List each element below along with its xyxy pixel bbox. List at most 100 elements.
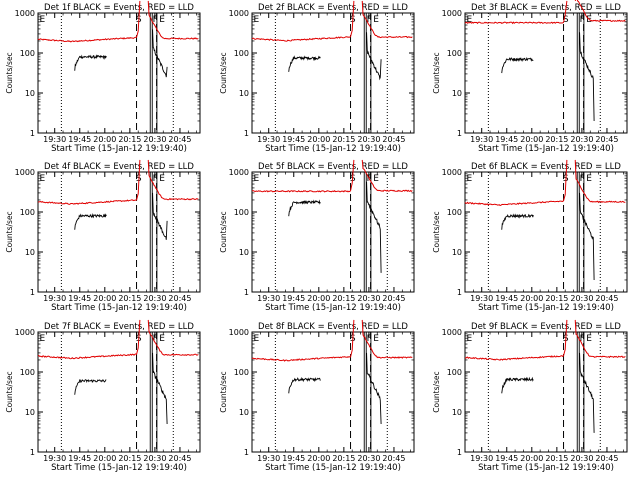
lld-series-line	[251, 319, 355, 362]
events-series-line	[74, 54, 107, 71]
detector-panel: Det 4f BLACK = Events, RED = LLD 1 10 100 10…	[5, 159, 201, 313]
lld-series-line	[37, 0, 141, 43]
y-axis-label: Counts/sec	[432, 371, 441, 412]
x-tick-label: 20:45	[168, 135, 191, 144]
x-axis-label: Start Time (15-Jan-12 19:19:40)	[51, 303, 187, 313]
interval-marker-label: F	[580, 334, 585, 344]
lld-series-line	[361, 0, 413, 39]
x-tick-label: 20:30	[570, 135, 593, 144]
detector-panel: Det 1f BLACK = Events, RED = LLD 1 10 100 10…	[5, 0, 201, 154]
panel-title: Det 5f BLACK = Events, RED = LLD	[258, 162, 408, 172]
detector-panel: Det 7f BLACK = Events, RED = LLD 1 10 100 10…	[5, 319, 201, 473]
interval-marker-label: E	[254, 334, 260, 344]
x-tick-label: 20:30	[357, 454, 380, 463]
y-tick-label: 1000	[442, 9, 462, 18]
x-tick-label: 19:45	[495, 135, 518, 144]
x-tick-label: 19:30	[470, 135, 493, 144]
events-series-line	[152, 192, 168, 240]
x-tick-label: 20:00	[307, 135, 330, 144]
interval-marker-label: F	[367, 334, 372, 344]
panel-title: Det 6f BLACK = Events, RED = LLD	[471, 162, 621, 172]
interval-marker-label: E	[254, 174, 260, 184]
x-tick-label: 20:00	[93, 294, 116, 303]
x-tick-label: 19:30	[470, 454, 493, 463]
x-tick-label: 20:45	[595, 294, 618, 303]
x-tick-label: 20:30	[570, 454, 593, 463]
x-tick-label: 20:00	[520, 454, 543, 463]
plot-frame	[251, 12, 415, 134]
x-tick-label: 20:15	[118, 135, 141, 144]
y-tick-label: 100	[447, 208, 462, 217]
x-tick-label: 20:45	[168, 454, 191, 463]
y-tick-label: 10	[25, 408, 35, 417]
panel-title: Det 1f BLACK = Events, RED = LLD	[44, 3, 194, 13]
panel-title: Det 4f BLACK = Events, RED = LLD	[44, 162, 194, 172]
y-tick-label: 1	[30, 288, 35, 297]
x-tick-label: 20:15	[332, 294, 355, 303]
x-tick-label: 20:45	[382, 454, 405, 463]
interval-marker-label: E	[586, 174, 592, 184]
events-series-line	[152, 352, 168, 425]
y-tick-label: 1000	[229, 9, 249, 18]
events-series-line	[501, 56, 534, 74]
y-tick-label: 10	[452, 248, 462, 257]
events-series-line	[501, 213, 534, 230]
x-axis-label: Start Time (15-Jan-12 19:19:40)	[265, 463, 401, 473]
y-tick-label: 100	[20, 208, 35, 217]
x-tick-label: 20:00	[307, 294, 330, 303]
events-series-line	[288, 55, 321, 72]
y-tick-label: 1	[244, 448, 249, 457]
plot-frame	[251, 171, 415, 293]
x-tick-label: 20:00	[520, 135, 543, 144]
plot-frame	[464, 171, 628, 293]
y-axis-label: Counts/sec	[5, 371, 14, 412]
x-tick-label: 20:45	[595, 454, 618, 463]
y-tick-label: 1	[30, 129, 35, 138]
detector-panel: Det 6f BLACK = Events, RED = LLD 1 10 100 10…	[432, 159, 628, 313]
x-tick-label: 19:45	[68, 135, 91, 144]
x-tick-label: 20:00	[93, 135, 116, 144]
events-series-line	[74, 213, 107, 230]
y-tick-label: 100	[234, 208, 249, 217]
plot-frame	[37, 12, 201, 134]
y-tick-label: 1000	[15, 9, 35, 18]
x-tick-label: 20:00	[93, 454, 116, 463]
lld-series-line	[574, 319, 626, 359]
events-series-line	[579, 192, 595, 280]
x-tick-label: 20:30	[357, 294, 380, 303]
y-tick-label: 100	[20, 368, 35, 377]
x-tick-label: 20:00	[307, 454, 330, 463]
y-tick-label: 10	[239, 89, 249, 98]
x-tick-label: 20:15	[332, 454, 355, 463]
x-tick-label: 19:30	[43, 454, 66, 463]
y-tick-label: 100	[20, 49, 35, 58]
x-axis-label: Start Time (15-Jan-12 19:19:40)	[265, 303, 401, 313]
interval-marker-label: E	[40, 334, 46, 344]
y-tick-label: 1000	[229, 168, 249, 177]
y-tick-label: 10	[25, 89, 35, 98]
x-axis-label: Start Time (15-Jan-12 19:19:40)	[51, 144, 187, 154]
interval-marker-label: E	[254, 15, 260, 25]
lld-series-line	[37, 319, 141, 360]
detector-panel: Det 5f BLACK = Events, RED = LLD 1 10 100 10…	[219, 159, 415, 313]
y-tick-label: 100	[447, 368, 462, 377]
y-tick-label: 10	[239, 408, 249, 417]
plot-frame	[37, 331, 201, 453]
lld-series-line	[361, 159, 413, 193]
interval-marker-label: E	[467, 15, 473, 25]
x-tick-label: 20:30	[143, 294, 166, 303]
plot-frame	[251, 331, 415, 453]
interval-marker-label: E	[373, 15, 379, 25]
interval-marker-label: F	[367, 15, 372, 25]
x-tick-label: 19:45	[495, 294, 518, 303]
x-axis-label: Start Time (15-Jan-12 19:19:40)	[51, 463, 187, 473]
x-tick-label: 19:30	[470, 294, 493, 303]
plot-frame	[37, 171, 201, 293]
interval-marker-label: E	[467, 334, 473, 344]
events-series-line	[74, 379, 107, 395]
interval-marker-label: E	[586, 334, 592, 344]
interval-marker-label: E	[373, 174, 379, 184]
y-tick-label: 1	[457, 448, 462, 457]
x-tick-label: 20:30	[143, 135, 166, 144]
y-axis-label: Counts/sec	[219, 52, 228, 93]
